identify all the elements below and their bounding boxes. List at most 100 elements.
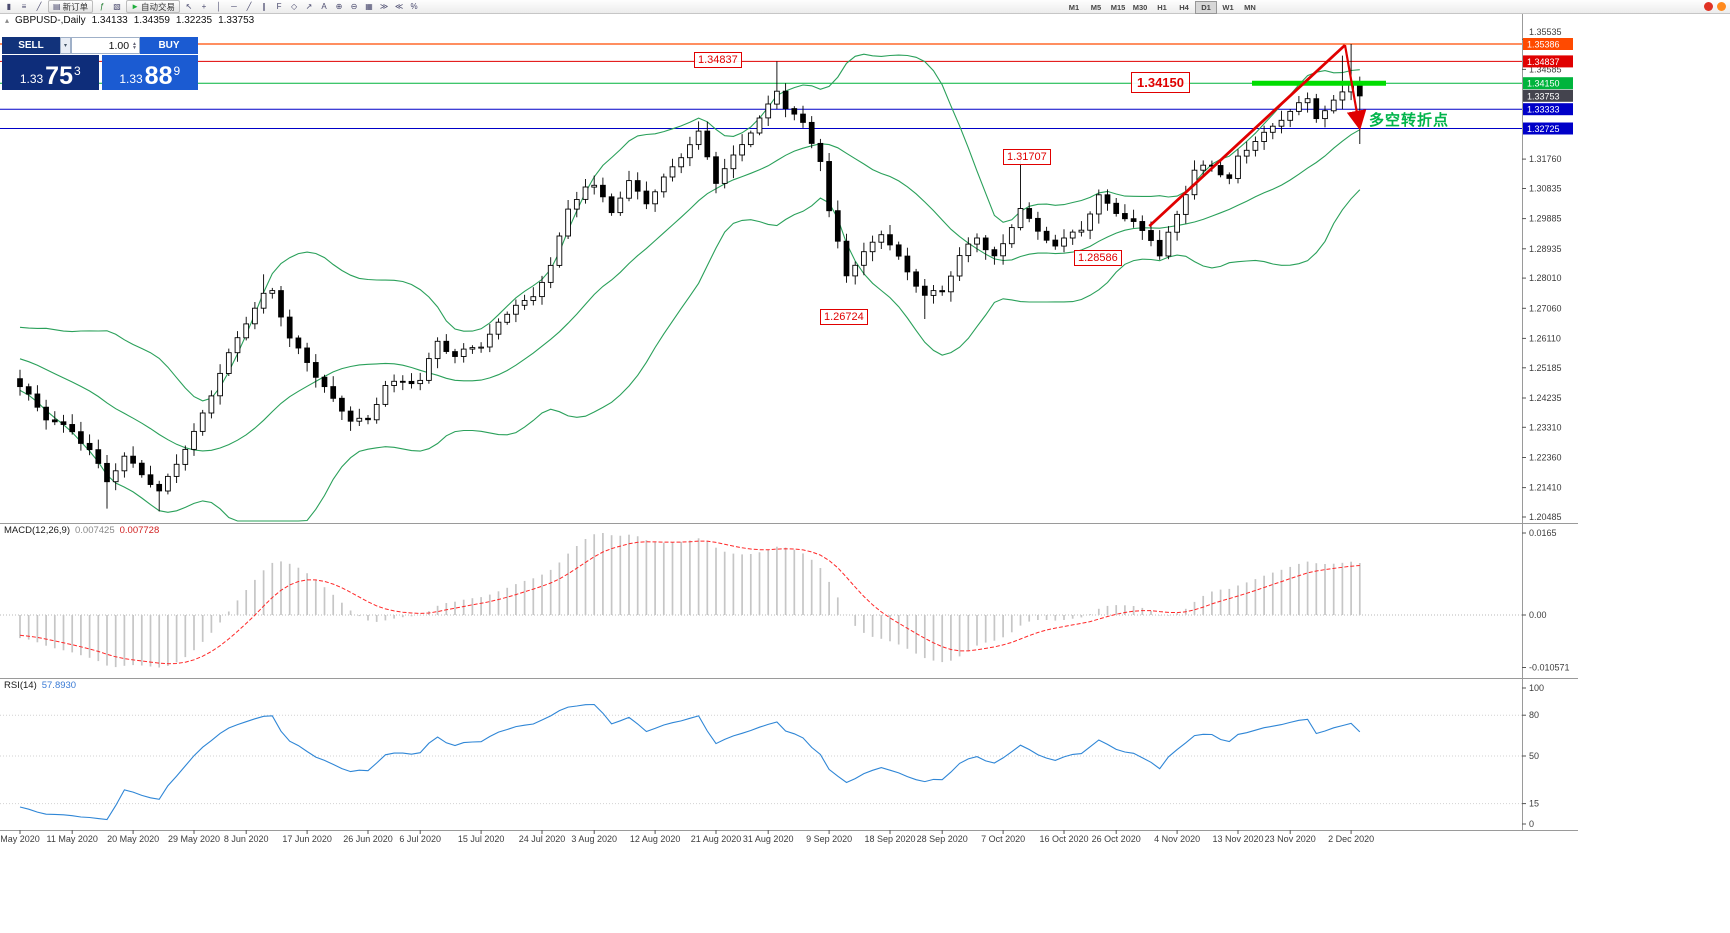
price-annotation-126724[interactable]: 1.26724	[820, 309, 868, 325]
svg-text:4 Nov 2020: 4 Nov 2020	[1154, 834, 1200, 844]
autotrading-button[interactable]: ► 自动交易	[126, 0, 181, 13]
svg-text:13 Nov 2020: 13 Nov 2020	[1212, 834, 1263, 844]
svg-text:1.21410: 1.21410	[1529, 483, 1562, 493]
zoom-out-icon[interactable]: ⊖	[350, 2, 358, 11]
text-label-icon[interactable]: A	[321, 2, 327, 11]
svg-text:31 Aug 2020: 31 Aug 2020	[743, 834, 794, 844]
timeframe-w1[interactable]: W1	[1222, 3, 1234, 12]
chart-symbol-icon: ▴	[5, 16, 10, 25]
shapes-icon[interactable]: ◇	[290, 2, 298, 11]
svg-text:1.24235: 1.24235	[1529, 393, 1562, 403]
svg-text:12 Aug 2020: 12 Aug 2020	[630, 834, 681, 844]
crosshair-icon[interactable]: +	[201, 2, 207, 11]
svg-text:21 Aug 2020: 21 Aug 2020	[691, 834, 742, 844]
svg-text:23 Nov 2020: 23 Nov 2020	[1265, 834, 1316, 844]
trendline-icon[interactable]: ╱	[246, 2, 252, 11]
autotrading-label: 自动交易	[141, 1, 176, 12]
rsi-value: 57.8930	[41, 680, 77, 691]
indicators-icon[interactable]: ƒ	[99, 2, 105, 11]
rsi-indicator-label: RSI(14) 57.8930	[4, 680, 76, 691]
line-chart-icon[interactable]: ╱	[36, 2, 42, 11]
indicator-template-icons: ƒ ▧	[95, 1, 124, 12]
svg-text:-0.010571: -0.010571	[1529, 663, 1570, 673]
candles-layer	[17, 44, 1363, 512]
timeframe-m1[interactable]: M1	[1068, 3, 1080, 12]
bollinger-bands	[19, 53, 1361, 522]
zoom-in-icon[interactable]: ⊕	[335, 2, 343, 11]
svg-text:0: 0	[1529, 819, 1534, 829]
bar-chart-icon[interactable]: ≡	[21, 2, 27, 11]
macd-value-2: 0.007728	[119, 525, 160, 536]
macd-layer	[0, 533, 1522, 668]
macd-title: MACD(12,26,9)	[4, 525, 70, 536]
toolbar: ▮ ≡ ╱ ▤ 新订单 ƒ ▧ ► 自动交易 ↖ + │ ─ ╱ ∥ F ◇ ↗ A ⊕ ⊖ ▦ ≫ ≪% M1 M…	[0, 0, 1730, 14]
arrows-icon[interactable]: ↗	[305, 2, 313, 11]
timeframe-m30[interactable]: M30	[1132, 3, 1148, 12]
svg-text:1.29885: 1.29885	[1529, 214, 1562, 224]
svg-text:15: 15	[1529, 799, 1539, 809]
buy-price-big: 88	[144, 62, 173, 90]
svg-text:24 Jul 2020: 24 Jul 2020	[519, 834, 566, 844]
sell-price-prefix: 1.33	[19, 72, 44, 86]
svg-text:0.0165: 0.0165	[1529, 528, 1557, 538]
chart-shift-icon[interactable]: ≪	[394, 2, 404, 11]
volume-dropdown-button[interactable]: ▾	[60, 37, 71, 54]
period-separators-icon[interactable]: %	[410, 2, 418, 11]
horizontal-line-icon[interactable]: ─	[231, 2, 237, 11]
svg-text:100: 100	[1529, 683, 1544, 693]
reversal-arrow	[1343, 44, 1367, 131]
candlestick-chart-icon[interactable]: ▮	[6, 2, 12, 11]
svg-text:1.30835: 1.30835	[1529, 184, 1562, 194]
new-order-button[interactable]: ▤ 新订单	[48, 0, 94, 13]
autotrade-play-icon: ►	[131, 2, 139, 11]
buy-price-button[interactable]: 1.33 88 9	[101, 55, 198, 90]
templates-icon[interactable]: ▧	[113, 2, 121, 11]
new-order-label: 新订单	[62, 1, 89, 12]
timeframe-mn[interactable]: MN	[1244, 3, 1256, 12]
svg-text:11 May 2020: 11 May 2020	[47, 834, 98, 844]
price-annotation-134837[interactable]: 1.34837	[694, 52, 742, 68]
svg-text:7 Oct 2020: 7 Oct 2020	[981, 834, 1025, 844]
price-annotation-128586[interactable]: 1.28586	[1074, 250, 1122, 266]
timeframe-m15[interactable]: M15	[1110, 3, 1126, 12]
turning-point-label[interactable]: 多空转折点	[1369, 112, 1450, 129]
symbol-timeframe-label: GBPUSD-,Daily	[15, 15, 86, 26]
timeframe-h4[interactable]: H4	[1179, 3, 1189, 12]
svg-text:80: 80	[1529, 710, 1539, 720]
svg-text:26 Jun 2020: 26 Jun 2020	[343, 834, 393, 844]
svg-text:0.00: 0.00	[1529, 610, 1547, 620]
macd-indicator-label: MACD(12,26,9) 0.007425 0.007728	[4, 525, 159, 536]
svg-text:18 Sep 2020: 18 Sep 2020	[864, 834, 915, 844]
ohlc-low: 1.32235	[175, 15, 213, 26]
buy-button[interactable]: BUY	[140, 37, 198, 54]
svg-text:1.22360: 1.22360	[1529, 453, 1562, 463]
fibonacci-icon[interactable]: F	[276, 2, 282, 11]
svg-text:1.25185: 1.25185	[1529, 363, 1562, 373]
svg-text:1.33753: 1.33753	[1527, 91, 1560, 101]
volume-spinner[interactable]: ▲ ▼	[132, 40, 137, 51]
svg-text:1.32725: 1.32725	[1527, 124, 1560, 134]
auto-scroll-icon[interactable]: ≫	[379, 2, 389, 11]
svg-text:1.26110: 1.26110	[1529, 333, 1561, 343]
rsi-title: RSI(14)	[4, 680, 37, 691]
timeframe-d1[interactable]: D1	[1195, 1, 1217, 14]
vertical-line-icon[interactable]: │	[216, 2, 222, 11]
svg-text:3 Aug 2020: 3 Aug 2020	[571, 834, 617, 844]
time-axis: May 2020 11 May 2020 20 May 2020 29 May 202…	[0, 830, 1374, 844]
price-annotation-134150[interactable]: 1.34150	[1131, 72, 1190, 93]
tile-windows-icon[interactable]: ▦	[365, 2, 373, 11]
one-click-trade-panel: SELL ▾ 1.00 ▲ ▼ BUY 1.33 75 3 1.33 88 9	[2, 37, 198, 90]
sell-button[interactable]: SELL	[2, 37, 60, 54]
svg-text:15 Jul 2020: 15 Jul 2020	[458, 834, 505, 844]
svg-text:16 Oct 2020: 16 Oct 2020	[1039, 834, 1088, 844]
timeframe-m5[interactable]: M5	[1090, 3, 1102, 12]
price-annotation-131707[interactable]: 1.31707	[1003, 149, 1051, 165]
parallel-channel-icon[interactable]: ∥	[262, 2, 267, 11]
sell-price-button[interactable]: 1.33 75 3	[2, 55, 99, 90]
svg-text:1.35386: 1.35386	[1527, 40, 1560, 50]
svg-text:29 May 2020: 29 May 2020	[168, 834, 220, 844]
volume-input[interactable]: 1.00 ▲ ▼	[71, 37, 140, 54]
timeframe-h1[interactable]: H1	[1157, 3, 1167, 12]
cursor-icon[interactable]: ↖	[185, 2, 193, 11]
timeframe-toolbar: M1 M5 M15 M30 H1 H4 D1 W1 MN	[1063, 1, 1261, 14]
